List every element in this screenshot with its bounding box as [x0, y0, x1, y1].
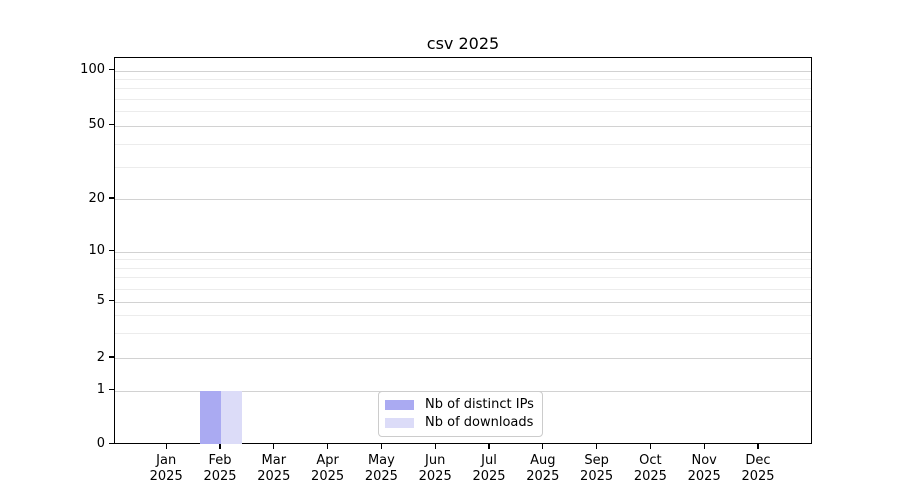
y-tick-label: 50 — [88, 117, 105, 133]
x-axis-tick — [273, 443, 275, 449]
y-gridline-minor — [115, 88, 811, 90]
y-gridline-minor — [115, 315, 811, 317]
y-gridline-minor — [115, 277, 811, 279]
legend-label-downloads: Nb of downloads — [425, 415, 534, 430]
y-gridline-major — [115, 125, 811, 127]
y-tick-label: 5 — [96, 293, 105, 309]
x-axis-tick — [219, 443, 221, 449]
x-axis-tick — [649, 443, 652, 449]
y-axis-tick — [109, 250, 114, 252]
x-axis-tick — [380, 443, 383, 449]
x-axis-tick — [488, 443, 490, 449]
x-tick-label: Mar 2025 — [257, 452, 291, 484]
y-axis-tick — [109, 124, 114, 126]
x-axis-tick — [542, 443, 544, 449]
x-tick-label: May 2025 — [364, 452, 398, 484]
y-gridline-major — [115, 70, 811, 72]
x-tick-label: Jul 2025 — [472, 452, 506, 484]
y-axis-tick — [109, 69, 114, 71]
y-gridline-minor — [115, 79, 811, 81]
x-axis-tick — [434, 443, 436, 449]
y-axis-tick — [109, 300, 114, 302]
y-tick-label: 1 — [96, 382, 105, 397]
y-gridline-minor — [115, 259, 811, 261]
chart-title: csv 2025 — [426, 34, 500, 53]
y-axis-tick — [109, 356, 114, 358]
x-axis-tick — [595, 443, 598, 449]
legend-swatch-distinct-ips-icon — [385, 400, 414, 410]
y-gridline-minor — [115, 166, 811, 168]
legend-label-distinct-ips: Nb of distinct IPs — [425, 397, 534, 412]
y-tick-label: 20 — [88, 190, 105, 206]
plot-area — [114, 57, 812, 444]
y-gridline-major — [115, 199, 811, 200]
x-axis-tick — [757, 443, 759, 449]
x-tick-label: Nov 2025 — [687, 452, 721, 484]
y-gridline-major — [115, 251, 811, 253]
legend-entry-downloads: Nb of downloads — [385, 414, 534, 432]
y-tick-label: 0 — [96, 436, 105, 451]
x-tick-label: Sep 2025 — [580, 452, 614, 484]
x-tick-label: Oct 2025 — [633, 452, 667, 484]
bar-distinct-ips — [199, 390, 221, 444]
legend: Nb of distinct IPs Nb of downloads — [378, 391, 543, 437]
bar-downloads — [221, 390, 243, 444]
y-gridline-minor — [115, 111, 811, 113]
y-axis-tick — [109, 442, 114, 445]
y-axis-tick — [109, 388, 114, 391]
y-tick-label: 10 — [88, 243, 105, 259]
x-tick-label: Apr 2025 — [311, 452, 345, 484]
x-tick-label: Jan 2025 — [149, 452, 183, 484]
y-tick-label: 2 — [96, 349, 105, 365]
y-gridline-minor — [115, 288, 811, 290]
legend-swatch-downloads-icon — [385, 418, 414, 428]
x-tick-label: Aug 2025 — [526, 452, 560, 484]
x-tick-label: Jun 2025 — [418, 452, 452, 484]
y-tick-label: 100 — [80, 62, 105, 78]
y-gridline-minor — [115, 99, 811, 101]
y-gridline-minor — [115, 143, 811, 145]
x-axis-tick — [703, 443, 705, 449]
legend-entry-distinct-ips: Nb of distinct IPs — [385, 396, 534, 414]
y-gridline-major — [115, 301, 811, 303]
y-gridline-major — [115, 358, 811, 359]
y-gridline-minor — [115, 267, 811, 269]
x-tick-label: Dec 2025 — [741, 452, 775, 484]
x-axis-tick — [326, 443, 329, 449]
y-axis-tick — [109, 197, 114, 199]
x-axis-tick — [165, 443, 167, 449]
x-tick-label: Feb 2025 — [203, 452, 237, 484]
y-gridline-minor — [115, 333, 811, 335]
